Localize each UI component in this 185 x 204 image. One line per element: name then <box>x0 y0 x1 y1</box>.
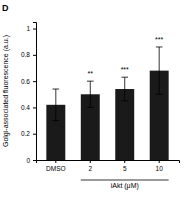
x-tick: 10 <box>156 160 164 172</box>
y-tick-label: 0.4 <box>21 104 30 111</box>
y-tick-mark <box>33 107 36 108</box>
x-tick-mark <box>55 160 56 163</box>
significance-label: ** <box>88 70 94 77</box>
x-tick-label: DMSO <box>46 165 66 172</box>
error-cap <box>87 81 94 82</box>
y-tick-label: 0.8 <box>21 51 30 58</box>
y-tick-mark <box>33 81 36 82</box>
y-tick-mark <box>33 160 36 161</box>
error-bar <box>87 81 94 107</box>
y-tick-mark <box>33 55 36 56</box>
y-tick-label: 0 <box>26 157 30 164</box>
y-tick-mark <box>33 29 36 30</box>
error-bar <box>52 89 59 121</box>
plot: 00.20.40.60.81DMSO2510********Golgi-asso… <box>2 23 180 190</box>
panel-label: D <box>2 3 9 13</box>
x-tick-mark <box>124 160 125 163</box>
y-axis: 0 0.2 0.4 0.6 0.8 1 <box>21 23 37 164</box>
y-tick: 0.4 <box>21 104 36 111</box>
x-tick: DMSO <box>46 160 66 172</box>
significance-label: *** <box>121 66 129 73</box>
x-tick-label: 2 <box>88 165 92 172</box>
y-tick: 0.8 <box>21 51 36 58</box>
error-cap <box>156 46 163 47</box>
chart: 00.20.40.60.81DMSO2510********Golgi-asso… <box>0 0 185 204</box>
y-tick-label: 1 <box>26 25 30 32</box>
x-tick-mark <box>159 160 160 163</box>
x-axis-line <box>37 161 180 164</box>
x-tick-label: 5 <box>123 165 127 172</box>
error-cap <box>52 89 59 90</box>
x-tick-label: 10 <box>156 165 164 172</box>
x-tick: 2 <box>88 160 92 172</box>
error-stem <box>55 89 56 121</box>
error-cap <box>121 100 128 101</box>
y-tick: 0 <box>26 157 36 164</box>
y-axis-line <box>33 23 37 161</box>
x-axis-title: iAkt (μM) <box>111 182 139 190</box>
y-axis-title: Golgi-associated fluorescence (a.u.) <box>2 35 10 147</box>
y-tick-mark <box>33 134 36 135</box>
y-tick-label: 0.6 <box>21 78 30 85</box>
y-tick: 0.2 <box>21 130 36 137</box>
error-stem <box>124 77 125 101</box>
x-axis: DMSO 2 5 10 <box>37 160 180 172</box>
y-tick: 0.6 <box>21 78 36 85</box>
error-cap <box>87 107 94 108</box>
x-tick-mark <box>90 160 91 163</box>
y-tick-label: 0.2 <box>21 130 30 137</box>
error-cap <box>156 94 163 95</box>
bracket <box>81 180 169 181</box>
error-cap <box>121 77 128 78</box>
error-bar <box>156 47 163 94</box>
x-tick: 5 <box>123 160 127 172</box>
significance-label: *** <box>155 36 163 43</box>
y-tick: 1 <box>26 25 36 32</box>
error-stem <box>90 81 91 107</box>
marks <box>46 47 168 160</box>
error-cap <box>52 120 59 121</box>
error-stem <box>159 47 160 94</box>
error-bar <box>121 77 128 101</box>
